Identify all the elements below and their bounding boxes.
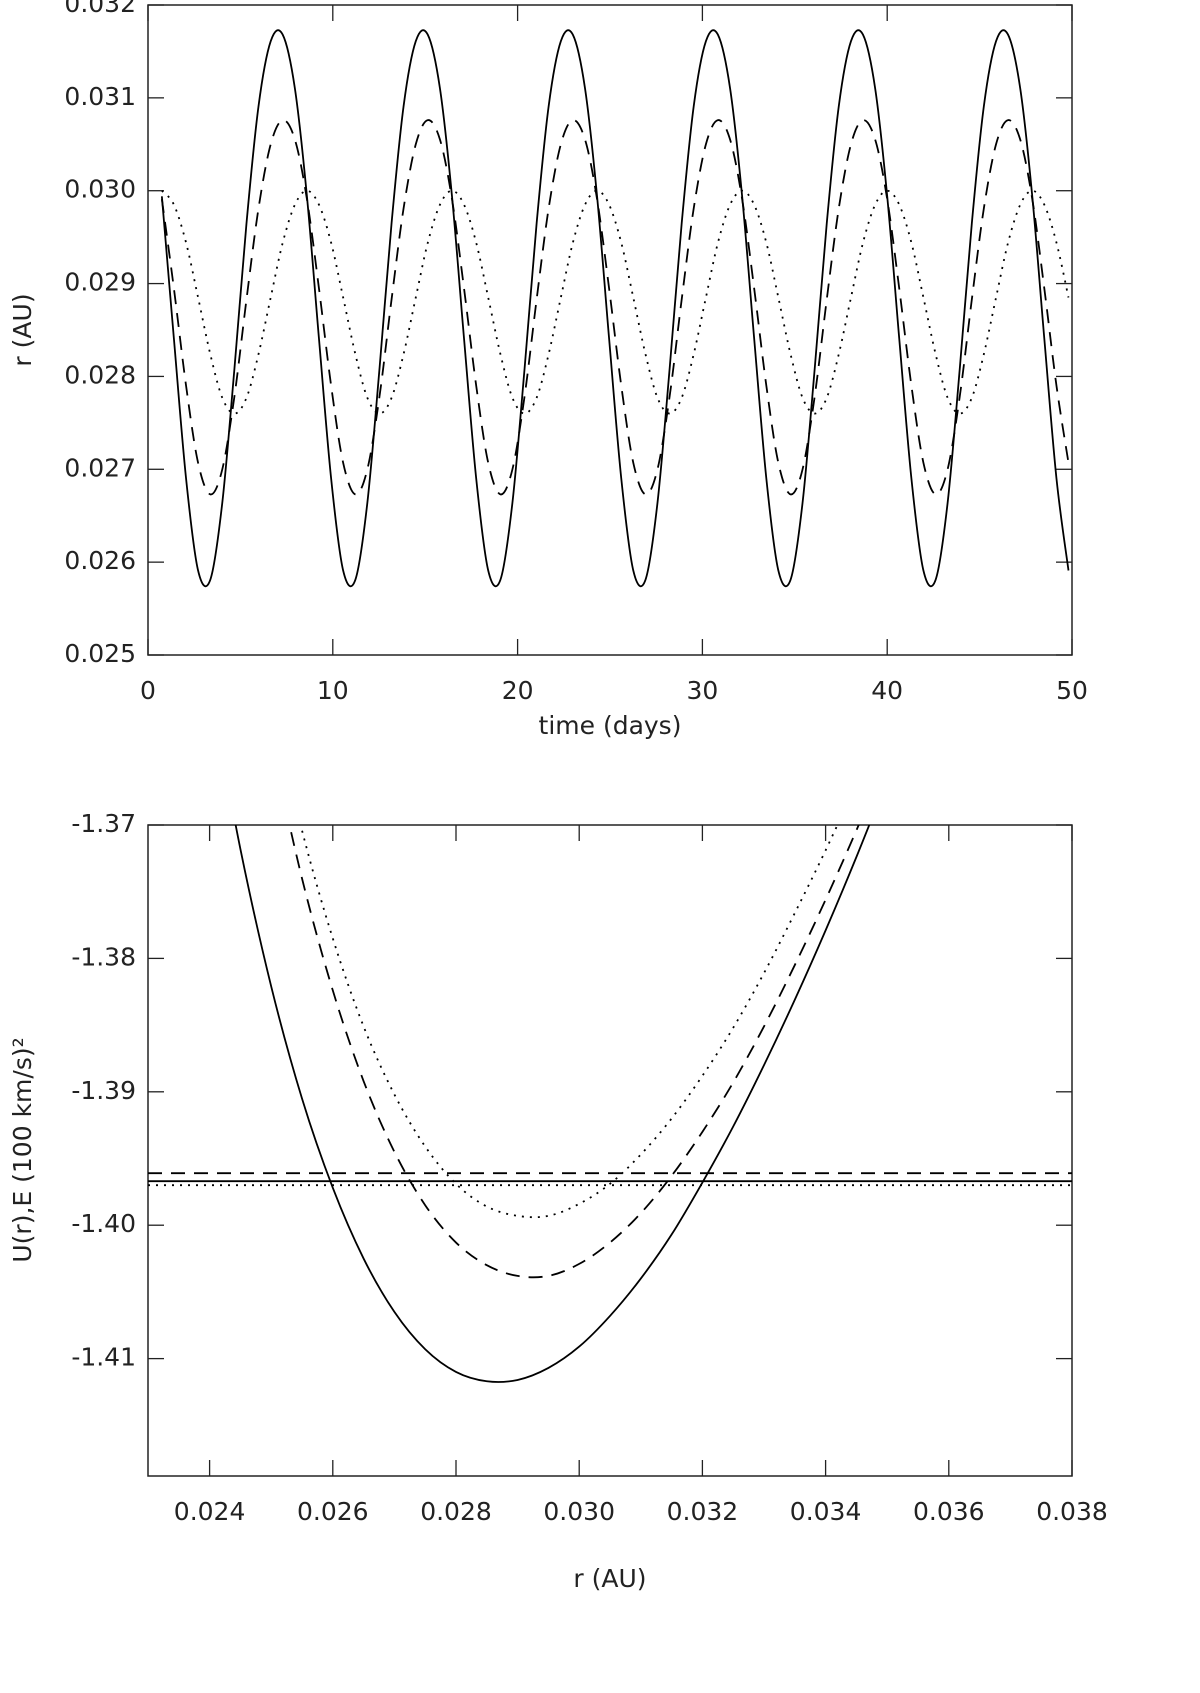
y-tick-label: 0.030 — [64, 175, 136, 204]
y-tick-label: -1.39 — [71, 1076, 136, 1105]
x-tick-label: 50 — [1056, 676, 1088, 705]
x-tick-label: 40 — [871, 676, 903, 705]
data-line — [234, 825, 871, 1383]
y-tick-label: 0.025 — [64, 639, 136, 668]
x-tick-label: 30 — [686, 676, 718, 705]
x-axis-title: time (days) — [539, 711, 682, 740]
data-line — [160, 119, 1070, 496]
x-tick-label: 0.028 — [420, 1497, 492, 1526]
x-tick-label: 0.030 — [543, 1497, 615, 1526]
data-line — [161, 189, 1070, 415]
x-tick-label: 0.036 — [913, 1497, 985, 1526]
data-line — [160, 29, 1070, 588]
y-tick-label: -1.41 — [71, 1343, 136, 1372]
data-line — [288, 825, 860, 1279]
x-tick-label: 0.032 — [667, 1497, 739, 1526]
y-tick-label: 0.027 — [64, 453, 136, 482]
x-tick-label: 0.038 — [1036, 1497, 1108, 1526]
y-tick-label: -1.37 — [71, 809, 136, 838]
x-tick-label: 0.026 — [297, 1497, 369, 1526]
data-line — [299, 825, 839, 1219]
y-tick-label: -1.40 — [71, 1209, 136, 1238]
x-tick-label: 10 — [317, 676, 349, 705]
y-axis-title: U(r),E (100 km/s)² — [8, 1037, 37, 1262]
x-tick-label: 20 — [502, 676, 534, 705]
y-tick-label: 0.026 — [64, 546, 136, 575]
x-tick-label: 0.034 — [790, 1497, 862, 1526]
x-tick-label: 0.024 — [174, 1497, 246, 1526]
y-tick-label: 0.032 — [64, 0, 136, 18]
plot-frame — [147, 824, 1073, 1477]
y-tick-label: 0.029 — [64, 268, 136, 297]
y-tick-label: -1.38 — [71, 942, 136, 971]
y-tick-label: 0.028 — [64, 360, 136, 389]
y-tick-label: 0.031 — [64, 82, 136, 111]
x-tick-label: 0 — [140, 676, 156, 705]
y-axis-title: r (AU) — [8, 293, 37, 366]
x-axis-title: r (AU) — [573, 1564, 646, 1593]
plot-frame — [147, 4, 1073, 656]
